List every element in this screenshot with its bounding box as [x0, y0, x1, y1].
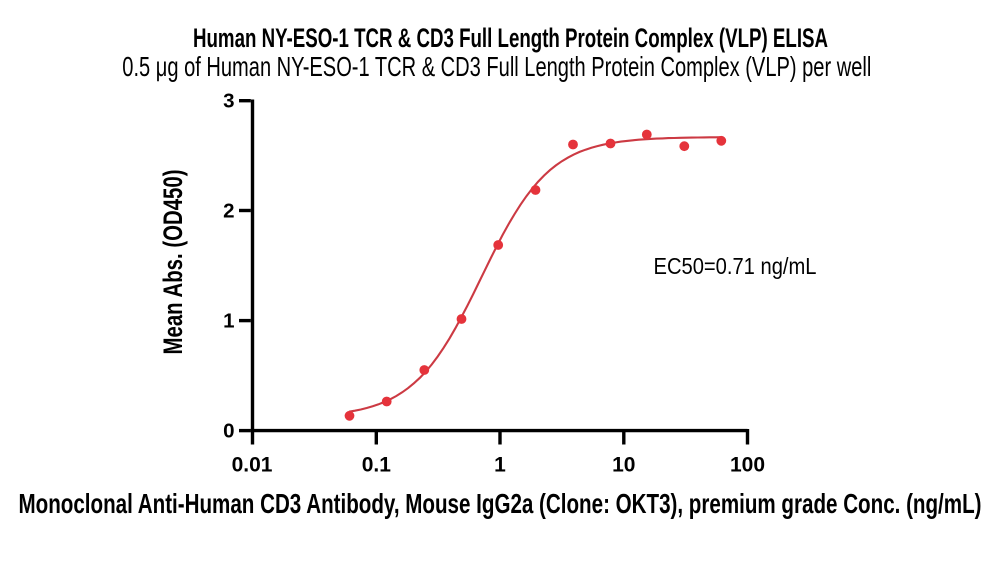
svg-text:Mean Abs. (OD450): Mean Abs. (OD450) [158, 170, 188, 355]
svg-text:3: 3 [223, 90, 234, 113]
svg-text:EC50=0.71 ng/mL: EC50=0.71 ng/mL [654, 253, 817, 279]
svg-text:1: 1 [494, 453, 506, 476]
svg-text:0: 0 [223, 420, 234, 443]
svg-text:100: 100 [730, 453, 765, 476]
svg-text:Monoclonal Anti-Human CD3 Anti: Monoclonal Anti-Human CD3 Antibody, Mous… [19, 488, 982, 519]
svg-text:2: 2 [223, 200, 234, 223]
svg-text:10: 10 [612, 453, 635, 476]
svg-text:Human NY-ESO-1 TCR & CD3 Full: Human NY-ESO-1 TCR & CD3 Full Length Pro… [193, 23, 828, 53]
svg-text:1: 1 [223, 310, 234, 333]
svg-text:0.5 μg of Human NY-ESO-1 TCR &: 0.5 μg of Human NY-ESO-1 TCR & CD3 Full … [122, 51, 871, 82]
svg-text:0.1: 0.1 [362, 453, 392, 476]
svg-text:0.01: 0.01 [232, 453, 273, 476]
